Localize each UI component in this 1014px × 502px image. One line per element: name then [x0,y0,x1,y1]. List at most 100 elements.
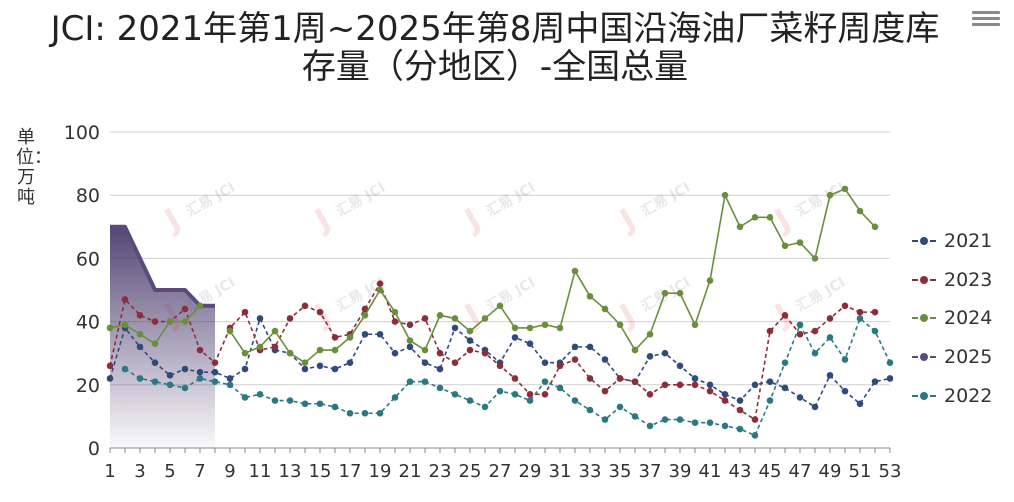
data-point[interactable] [781,311,789,319]
data-point[interactable] [421,315,429,322]
data-point[interactable] [496,362,504,370]
data-point[interactable] [256,390,264,398]
data-point[interactable] [436,349,444,357]
data-point[interactable] [706,381,714,389]
data-point[interactable] [376,330,384,338]
data-point[interactable] [331,334,339,341]
data-point[interactable] [241,308,249,316]
data-point[interactable] [571,397,579,404]
data-point[interactable] [196,368,204,376]
data-point[interactable] [361,305,369,313]
data-point[interactable] [676,416,684,423]
data-point[interactable] [226,375,234,382]
data-point[interactable] [616,403,624,411]
data-point[interactable] [706,419,714,427]
data-point[interactable] [706,277,714,284]
data-point[interactable] [406,337,414,344]
data-point[interactable] [136,375,144,382]
data-point[interactable] [481,403,489,411]
data-point[interactable] [646,390,654,398]
data-point[interactable] [316,362,324,370]
data-point[interactable] [181,365,189,373]
data-point[interactable] [451,359,459,366]
data-point[interactable] [106,324,114,332]
legend-item-2024[interactable]: 2024 [912,299,992,338]
data-point[interactable] [661,381,669,389]
data-point[interactable] [886,359,894,366]
data-point[interactable] [526,390,534,398]
data-point[interactable] [826,191,834,199]
data-point[interactable] [271,327,279,335]
data-point[interactable] [856,315,864,322]
data-point[interactable] [391,394,399,401]
data-point[interactable] [736,397,744,404]
data-point[interactable] [256,315,264,322]
data-point[interactable] [556,324,564,332]
data-point[interactable] [421,346,429,354]
data-point[interactable] [376,286,384,294]
data-point[interactable] [871,223,879,231]
data-point[interactable] [316,400,324,408]
data-point[interactable] [331,365,339,373]
data-point[interactable] [856,308,864,316]
data-point[interactable] [706,387,714,395]
data-point[interactable] [451,324,459,332]
data-point[interactable] [211,378,219,385]
data-point[interactable] [796,321,804,329]
data-point[interactable] [436,384,444,392]
data-point[interactable] [181,305,189,313]
data-point[interactable] [361,409,369,417]
data-point[interactable] [526,340,534,348]
data-point[interactable] [376,409,384,417]
data-point[interactable] [541,378,549,385]
data-point[interactable] [541,321,549,329]
data-point[interactable] [571,267,579,275]
data-point[interactable] [841,185,849,193]
data-point[interactable] [856,207,864,215]
data-point[interactable] [526,397,534,404]
data-point[interactable] [136,330,144,338]
data-point[interactable] [391,308,399,316]
data-point[interactable] [871,308,879,316]
data-point[interactable] [826,334,834,341]
data-point[interactable] [616,321,624,329]
data-point[interactable] [121,365,129,373]
data-point[interactable] [466,397,474,404]
data-point[interactable] [781,384,789,392]
data-point[interactable] [781,242,789,250]
data-point[interactable] [466,337,474,344]
data-point[interactable] [346,409,354,417]
data-point[interactable] [241,394,249,401]
data-point[interactable] [526,324,534,332]
data-point[interactable] [586,293,594,300]
data-point[interactable] [211,368,219,376]
data-point[interactable] [421,359,429,366]
data-point[interactable] [811,349,819,357]
data-point[interactable] [181,318,189,325]
data-point[interactable] [541,359,549,366]
data-point[interactable] [346,359,354,366]
data-point[interactable] [826,315,834,322]
data-point[interactable] [661,289,669,297]
data-point[interactable] [796,394,804,401]
data-point[interactable] [886,375,894,382]
data-point[interactable] [106,362,114,370]
data-point[interactable] [676,381,684,389]
data-point[interactable] [601,305,609,313]
data-point[interactable] [751,214,759,221]
data-point[interactable] [511,334,519,341]
data-point[interactable] [151,359,159,366]
data-point[interactable] [316,346,324,354]
data-point[interactable] [406,343,414,351]
data-point[interactable] [631,346,639,354]
data-point[interactable] [331,403,339,411]
data-point[interactable] [361,311,369,319]
data-point[interactable] [436,311,444,319]
data-point[interactable] [301,365,309,373]
data-point[interactable] [151,318,159,325]
data-point[interactable] [871,378,879,385]
data-point[interactable] [601,387,609,395]
data-point[interactable] [436,365,444,373]
data-point[interactable] [751,381,759,389]
data-point[interactable] [751,432,759,439]
